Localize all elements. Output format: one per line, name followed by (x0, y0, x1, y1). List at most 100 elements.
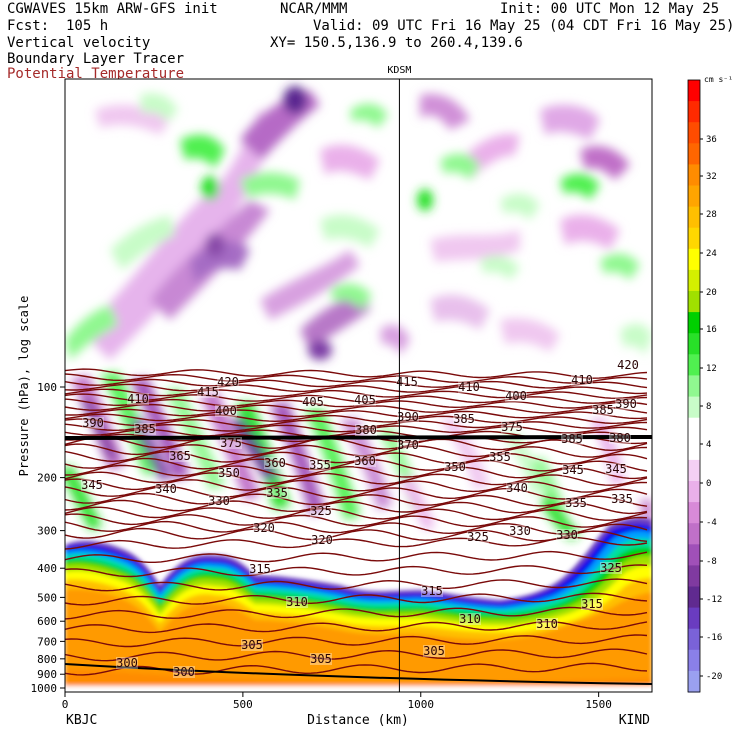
theta-label: 415 (197, 385, 219, 399)
theta-label-bg (421, 585, 443, 597)
colorbar-swatch (688, 670, 700, 693)
colorbar-swatch (688, 312, 700, 334)
theta-contour-line (65, 443, 648, 458)
colorbar-swatch (688, 269, 700, 292)
theta-contour-line (65, 418, 648, 429)
y-tick-label: 100 (37, 381, 57, 394)
org-label: NCAR/MMM (280, 1, 348, 17)
theta-label-bg (302, 396, 324, 408)
x-tick-label: 0 (62, 698, 69, 711)
theta-label-bg (571, 374, 593, 386)
theta-label: 415 (396, 375, 418, 389)
theta-label: 380 (355, 423, 377, 437)
x-tick-label: 1500 (585, 698, 612, 711)
theta-label-bg (617, 359, 639, 371)
x-end-station: KIND (619, 713, 650, 728)
theta-label: 320 (311, 533, 333, 547)
colorbar-swatch (688, 523, 700, 545)
theta-contour-line (65, 403, 648, 414)
theta-label: 350 (444, 460, 466, 474)
colorbar-tick-label: 16 (706, 325, 717, 335)
colorbar-swatch (688, 417, 700, 440)
theta-label-bg (611, 493, 633, 505)
theta-label: 320 (253, 521, 275, 535)
theta-label-bg (605, 463, 627, 475)
theta-label-bg (565, 497, 587, 509)
colorbar-swatch (688, 544, 700, 566)
theta-label: 325 (310, 504, 332, 518)
theta-label: 345 (81, 478, 103, 492)
theta-label-bg (197, 386, 219, 398)
theta-label-bg (509, 525, 531, 537)
theta-label: 330 (556, 528, 578, 542)
tropopause-line (65, 435, 652, 440)
theta-label-bg (615, 398, 637, 410)
theta-label-bg (310, 505, 332, 517)
theta-label: 385 (453, 412, 475, 426)
theta-label-bg (467, 531, 489, 543)
theta-label: 385 (592, 403, 614, 417)
theta-label-bg (155, 483, 177, 495)
y-tick-label: 900 (37, 668, 57, 681)
colorbar-swatch (688, 227, 700, 250)
theta-label-bg (505, 390, 527, 402)
theta-label-bg (536, 618, 558, 630)
theta-label: 410 (571, 373, 593, 387)
theta-label: 305 (241, 638, 263, 652)
theta-label-bg (241, 639, 263, 651)
y-tick-label: 300 (37, 525, 57, 538)
theta-label: 375 (220, 436, 242, 450)
theta-label-bg (397, 439, 419, 451)
theta-label-bg (81, 479, 103, 491)
theta-label-bg (173, 666, 195, 678)
colorbar-swatch (688, 586, 700, 609)
x-start-station: KBJC (66, 713, 97, 728)
y-tick-label: 200 (37, 472, 57, 485)
theta-contour-line (65, 492, 648, 507)
colorbar-swatch (688, 122, 700, 144)
theta-contour-line (65, 550, 648, 563)
theta-label: 335 (565, 496, 587, 510)
theta-label: 340 (506, 481, 528, 495)
theta-label-bg (562, 464, 584, 476)
theta-label-bg (310, 653, 332, 665)
theta-label-bg (600, 562, 622, 574)
theta-label-bg (444, 461, 466, 473)
valid-time: Valid: 09 UTC Fri 16 May 25 (04 CDT Fri … (313, 18, 735, 34)
theta-contour-line (65, 450, 648, 465)
theta-label-bg (396, 376, 418, 388)
y-axis-title: Pressure (hPa), log scale (17, 296, 31, 477)
colorbar-swatch (688, 164, 700, 187)
theta-label: 325 (600, 561, 622, 575)
theta-label: 350 (218, 466, 240, 480)
theta-label-bg (354, 394, 376, 406)
theta-label-bg (506, 482, 528, 494)
colorbar-swatch (688, 396, 700, 419)
theta-contour-line (65, 520, 648, 535)
theta-contour-line (65, 634, 648, 648)
theta-contour-line (65, 478, 648, 493)
theta-label: 360 (264, 456, 286, 470)
theta-contour-line (65, 578, 648, 592)
theta-label-bg (309, 459, 331, 471)
theta-label: 410 (458, 380, 480, 394)
colorbar-tick-label: 24 (706, 249, 717, 259)
theta-label: 310 (459, 612, 481, 626)
theta-contour-line (65, 436, 648, 452)
x-tick-label: 500 (233, 698, 253, 711)
x-axis: 0 500 1000 1500 (62, 692, 612, 711)
theta-label-bg (458, 381, 480, 393)
theta-contour-line (65, 471, 648, 486)
theta-label-bg (489, 451, 511, 463)
theta-label: 420 (617, 358, 639, 372)
theta-label-bg (592, 404, 614, 416)
colorbar-swatch (688, 206, 700, 229)
plot-frame (64, 78, 653, 693)
colorbar-swatch (688, 438, 700, 461)
theta-label-bg (581, 598, 603, 610)
theta-contour-line (65, 368, 648, 379)
theta-contour-line (65, 378, 648, 389)
forecast-hour: Fcst: 105 h (7, 18, 109, 34)
colorbar-tick-label: 8 (706, 402, 711, 412)
